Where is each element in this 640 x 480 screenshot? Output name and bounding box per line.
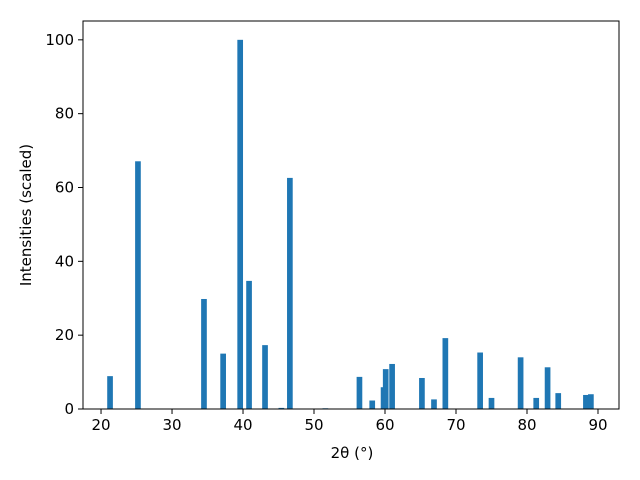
bar	[356, 376, 363, 409]
x-tick-label: 80	[517, 416, 536, 434]
plot-frame	[82, 20, 620, 410]
bar	[583, 394, 589, 409]
bar	[533, 397, 540, 409]
bar	[382, 369, 389, 409]
bar	[389, 363, 395, 409]
x-tick-label: 50	[304, 416, 323, 434]
x-tick-label: 70	[446, 416, 465, 434]
y-tick-label: 80	[55, 105, 74, 123]
bar	[262, 345, 268, 409]
bar	[517, 357, 524, 409]
bar	[588, 394, 594, 409]
x-tick-label: 60	[375, 416, 394, 434]
bar	[477, 352, 483, 409]
bar	[201, 298, 207, 409]
bar	[237, 39, 244, 409]
bar	[431, 399, 437, 409]
bar	[220, 353, 226, 409]
y-axis-label: Intensities (scaled)	[17, 144, 35, 286]
bar	[488, 397, 495, 409]
y-tick-label: 20	[55, 326, 74, 344]
bar	[544, 367, 551, 409]
x-tick-label: 30	[162, 416, 181, 434]
x-axis-label: 2θ (°)	[331, 444, 374, 462]
x-tick-label: 90	[588, 416, 607, 434]
bar	[442, 338, 449, 409]
y-tick-label: 60	[55, 178, 74, 196]
bar	[135, 161, 141, 409]
bar	[419, 377, 425, 409]
bar	[555, 393, 562, 409]
bar	[246, 280, 252, 409]
y-tick-label: 40	[55, 252, 74, 270]
x-tick-label: 20	[91, 416, 110, 434]
bar	[369, 400, 376, 409]
y-tick-label: 100	[45, 31, 74, 49]
y-tick-label: 0	[64, 400, 74, 418]
bar	[287, 177, 293, 409]
x-tick-label: 40	[233, 416, 252, 434]
bar	[278, 407, 285, 409]
bar	[107, 376, 113, 409]
